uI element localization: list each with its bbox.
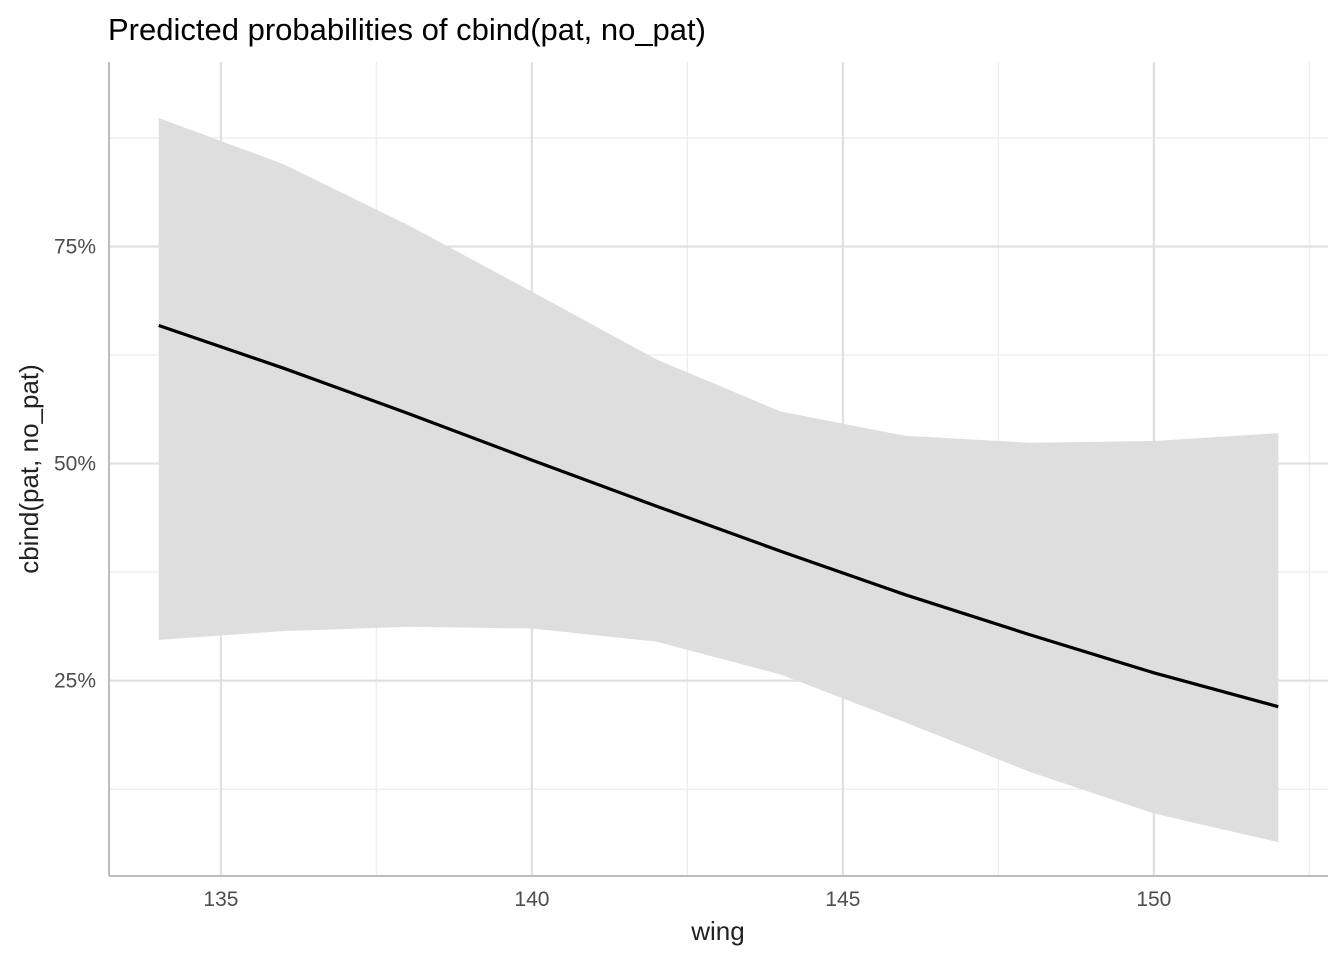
axes	[108, 62, 1328, 877]
series-line-0	[158, 324, 1279, 709]
confidence-band-0	[158, 118, 1279, 843]
x-tick-labels: 135 140 145 150	[203, 888, 1171, 911]
confidence-band	[158, 118, 1279, 843]
y-tick-labels: 25% 50% 75%	[54, 236, 96, 693]
x-tick-label-2: 145	[825, 888, 860, 911]
y-tick-label-1: 50%	[54, 453, 96, 476]
y-tick-label-2: 75%	[54, 236, 96, 259]
x-tick-label-3: 150	[1136, 888, 1171, 911]
x-tick-label-0: 135	[203, 888, 238, 911]
chart-title: Predicted probabilities of cbind(pat, no…	[108, 12, 706, 47]
x-axis-title: wing	[690, 916, 744, 946]
x-tick-label-1: 140	[514, 888, 549, 911]
y-axis-title: cbind(pat, no_pat)	[14, 364, 44, 574]
series-lines	[158, 324, 1279, 709]
y-tick-label-0: 25%	[54, 670, 96, 693]
